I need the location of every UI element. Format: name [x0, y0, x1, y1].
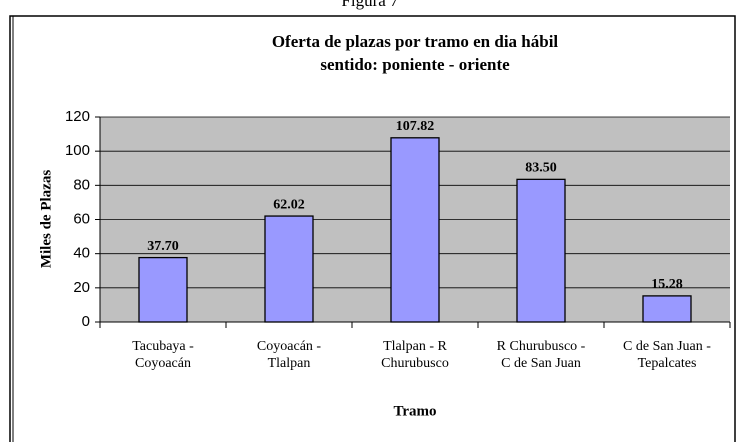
x-tick-label: C de San Juan -: [623, 339, 711, 354]
chart-subtitle: sentido: poniente - oriente: [320, 55, 510, 74]
bar: [390, 137, 440, 323]
bar: [516, 178, 566, 323]
y-tick-label: 0: [82, 313, 90, 330]
value-label: 62.02: [273, 197, 305, 212]
y-tick-label: 40: [73, 245, 90, 262]
value-label: 83.50: [525, 161, 557, 176]
x-tick-label: Churubusco: [381, 356, 449, 371]
y-tick-label: 100: [65, 142, 90, 159]
x-tick-label: Coyoacán -: [257, 339, 321, 354]
x-tick-label: Tepalcates: [638, 356, 697, 371]
chart-title: Oferta de plazas por tramo en dia hábil: [272, 32, 559, 51]
x-tick-label: Tlalpan: [268, 356, 311, 371]
value-label: 15.28: [651, 277, 683, 292]
y-axis-label: Miles de Plazas: [38, 170, 54, 268]
x-tick-label: Coyoacán: [135, 356, 191, 371]
figure-caption: Figura 7: [341, 0, 399, 10]
bar: [264, 215, 314, 323]
bar: [642, 295, 692, 323]
bar: [138, 256, 188, 323]
y-tick-label: 20: [73, 279, 90, 296]
y-tick-label: 60: [73, 210, 90, 227]
y-tick-label: 120: [65, 108, 90, 125]
x-axis-label: Tramo: [393, 403, 436, 419]
value-label: 37.70: [147, 239, 179, 254]
x-tick-label: Tlalpan - R: [383, 339, 447, 354]
x-tick-label: R Churubusco -: [497, 339, 586, 354]
value-label: 107.82: [396, 119, 435, 134]
x-tick-label: C de San Juan: [501, 356, 581, 371]
y-tick-label: 80: [73, 176, 90, 193]
x-tick-label: Tacubaya -: [132, 339, 194, 354]
